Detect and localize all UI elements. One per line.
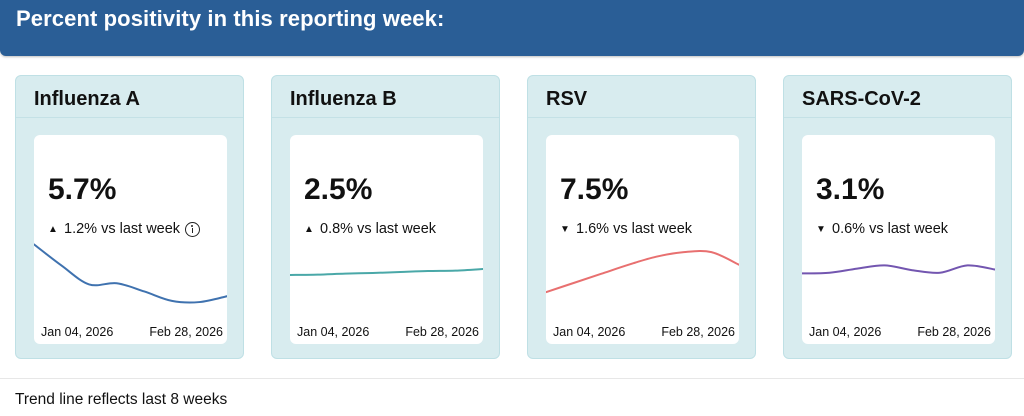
end-date: Feb 28, 2026 (405, 325, 479, 339)
start-date: Jan 04, 2026 (553, 325, 626, 339)
metric-panel: 7.5% ▼ 1.6% vs last week Jan 04, 2026 Fe… (546, 135, 739, 344)
start-date: Jan 04, 2026 (41, 325, 114, 339)
triangle-up-icon: ▲ (304, 223, 314, 235)
page-title: Percent positivity in this reporting wee… (16, 6, 445, 31)
trend-line (802, 264, 995, 275)
card-title: SARS-CoV-2 (802, 88, 921, 110)
percent-value: 3.1% (816, 173, 885, 206)
card-divider (528, 117, 755, 118)
weekly-change: ▼ 1.6% vs last week (560, 221, 692, 237)
trend-line (290, 268, 483, 276)
percent-value: 2.5% (304, 173, 373, 206)
trend-sparkline (34, 243, 227, 304)
info-icon[interactable] (185, 221, 201, 237)
weekly-change: ▲ 1.2% vs last week (48, 221, 201, 237)
metric-card-influenza-a: Influenza A 5.7% ▲ 1.2% vs last week Jan… (15, 75, 244, 359)
metric-panel: 3.1% ▼ 0.6% vs last week Jan 04, 2026 Fe… (802, 135, 995, 344)
change-text: 1.2% vs last week (64, 221, 181, 237)
start-date: Jan 04, 2026 (809, 325, 882, 339)
card-divider (272, 117, 499, 118)
footer-divider (0, 378, 1024, 379)
trend-sparkline (546, 250, 739, 294)
card-title: RSV (546, 88, 588, 110)
start-date: Jan 04, 2026 (297, 325, 370, 339)
card-divider (16, 117, 243, 118)
trend-line (34, 243, 227, 304)
card-divider (784, 117, 1011, 118)
metric-panel: 5.7% ▲ 1.2% vs last week Jan 04, 2026 Fe… (34, 135, 227, 344)
change-text: 0.8% vs last week (320, 221, 437, 237)
header-bar: Percent positivity in this reporting wee… (0, 0, 1024, 56)
footer-note: Trend line reflects last 8 weeks (15, 391, 228, 408)
trend-line (546, 250, 739, 294)
percent-value: 7.5% (560, 173, 629, 206)
end-date: Feb 28, 2026 (917, 325, 991, 339)
weekly-change: ▼ 0.6% vs last week (816, 221, 948, 237)
triangle-down-icon: ▼ (560, 223, 570, 235)
metric-card-rsv: RSV 7.5% ▼ 1.6% vs last week Jan 04, 202… (527, 75, 756, 359)
end-date: Feb 28, 2026 (149, 325, 223, 339)
change-text: 0.6% vs last week (832, 221, 949, 237)
metric-card-sars-cov-2: SARS-CoV-2 3.1% ▼ 0.6% vs last week Jan … (783, 75, 1012, 359)
end-date: Feb 28, 2026 (661, 325, 735, 339)
triangle-down-icon: ▼ (816, 223, 826, 235)
trend-sparkline (802, 264, 995, 275)
metric-card-influenza-b: Influenza B 2.5% ▲ 0.8% vs last week Jan… (271, 75, 500, 359)
triangle-up-icon: ▲ (48, 223, 58, 235)
card-title: Influenza A (34, 88, 140, 110)
percent-value: 5.7% (48, 173, 117, 206)
weekly-change: ▲ 0.8% vs last week (304, 221, 436, 237)
trend-sparkline (290, 268, 483, 276)
change-text: 1.6% vs last week (576, 221, 693, 237)
metric-panel: 2.5% ▲ 0.8% vs last week Jan 04, 2026 Fe… (290, 135, 483, 344)
card-title: Influenza B (290, 88, 397, 110)
